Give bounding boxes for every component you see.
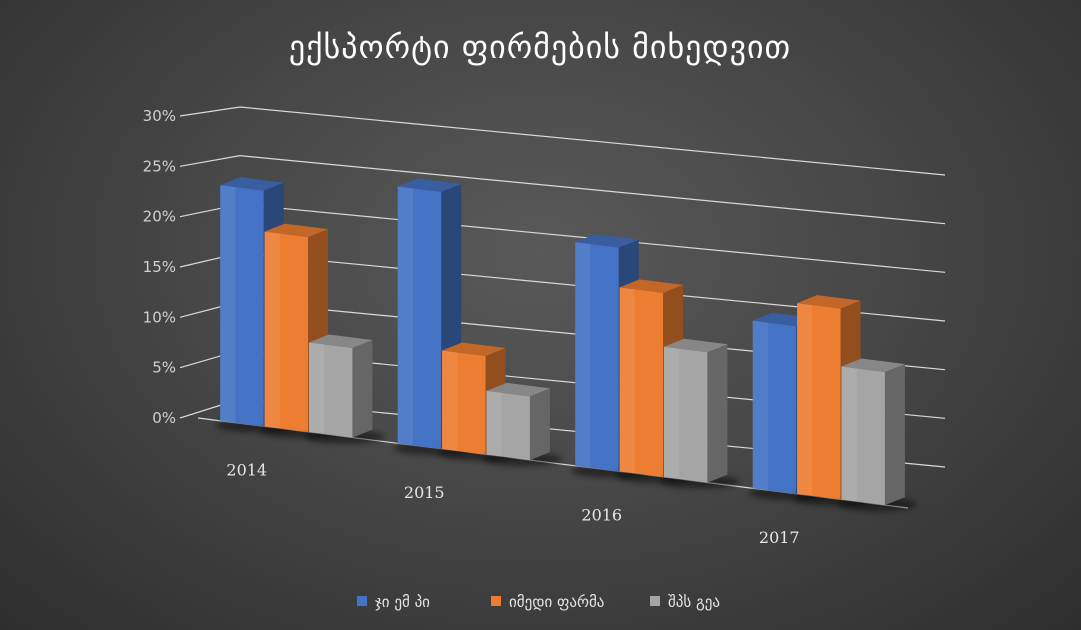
bar-top bbox=[663, 338, 728, 353]
x-tick-label: 2014 bbox=[226, 460, 267, 479]
bar-top bbox=[308, 334, 373, 348]
bar-2017-2 bbox=[837, 358, 917, 512]
bar-side bbox=[707, 344, 728, 483]
x-axis-ticks: 2014 2015 2016 2017 bbox=[226, 460, 799, 547]
legend: ჯი ემ პი იმედი ფარმა შპს გეა bbox=[357, 593, 720, 611]
bar-front bbox=[575, 242, 619, 472]
bar-front bbox=[308, 342, 353, 438]
y-tick-label: 30% bbox=[143, 107, 176, 125]
bar-front bbox=[264, 231, 309, 432]
bar-highlight bbox=[397, 186, 413, 446]
bar-2014-1 bbox=[260, 223, 341, 439]
y-tick-label: 0% bbox=[152, 409, 176, 427]
bar-highlight bbox=[841, 366, 857, 502]
bar-front bbox=[397, 186, 442, 449]
gridline bbox=[179, 155, 946, 225]
bar-front bbox=[841, 366, 885, 506]
legend-label: იმედი ფარმა bbox=[509, 593, 604, 611]
legend-swatch bbox=[650, 596, 660, 606]
y-tick-label: 15% bbox=[143, 258, 176, 276]
bar-highlight bbox=[797, 303, 813, 496]
bar-front bbox=[486, 390, 530, 461]
bar-top bbox=[575, 234, 639, 248]
x-tick-label: 2016 bbox=[581, 505, 622, 524]
bar-top bbox=[397, 178, 462, 192]
y-tick-label: 5% bbox=[152, 359, 176, 377]
bar-2014-2 bbox=[304, 334, 385, 444]
bar-top bbox=[841, 358, 905, 373]
bar-top bbox=[264, 223, 329, 238]
bar-top bbox=[619, 279, 684, 293]
bar-front bbox=[752, 320, 797, 494]
legend-label: ჯი ემ პი bbox=[375, 593, 430, 611]
legend-swatch bbox=[357, 596, 367, 606]
bar-highlight bbox=[575, 242, 591, 468]
bar-top bbox=[486, 382, 550, 397]
bar-2016-2 bbox=[659, 338, 740, 489]
gridline bbox=[179, 106, 946, 176]
bar-highlight bbox=[442, 350, 458, 451]
bar-front bbox=[220, 185, 264, 427]
bar-highlight bbox=[220, 185, 236, 423]
bar-front bbox=[619, 287, 664, 477]
bar-highlight bbox=[308, 342, 325, 434]
bar-highlight bbox=[752, 320, 768, 491]
x-tick-label: 2017 bbox=[759, 528, 800, 547]
bar-highlight bbox=[663, 346, 680, 479]
y-tick-label: 10% bbox=[143, 308, 176, 326]
bar-top bbox=[220, 177, 284, 191]
bar-top bbox=[442, 342, 506, 357]
bar-side bbox=[352, 339, 373, 438]
chart-title: ექსპორტი ფირმების მიხედვით bbox=[289, 28, 791, 66]
legend-swatch bbox=[491, 596, 501, 606]
y-axis-ticks: 0% 5% 10% 15% 20% 25% 30% bbox=[143, 107, 176, 427]
bar-front bbox=[663, 346, 708, 483]
bar-highlight bbox=[264, 231, 280, 429]
x-tick-label: 2015 bbox=[404, 483, 445, 502]
bar-top bbox=[797, 295, 861, 309]
bar-side bbox=[529, 388, 550, 461]
y-tick-label: 20% bbox=[143, 208, 176, 226]
bar-2015-2 bbox=[482, 382, 562, 467]
bar-highlight bbox=[486, 390, 502, 457]
y-tick-label: 25% bbox=[143, 157, 176, 175]
bars bbox=[216, 177, 917, 512]
bar-front bbox=[442, 350, 486, 455]
bar-highlight bbox=[619, 287, 635, 474]
legend-label: შპს გეა bbox=[668, 593, 720, 611]
bar-front bbox=[797, 303, 841, 500]
bar-side bbox=[884, 364, 905, 506]
